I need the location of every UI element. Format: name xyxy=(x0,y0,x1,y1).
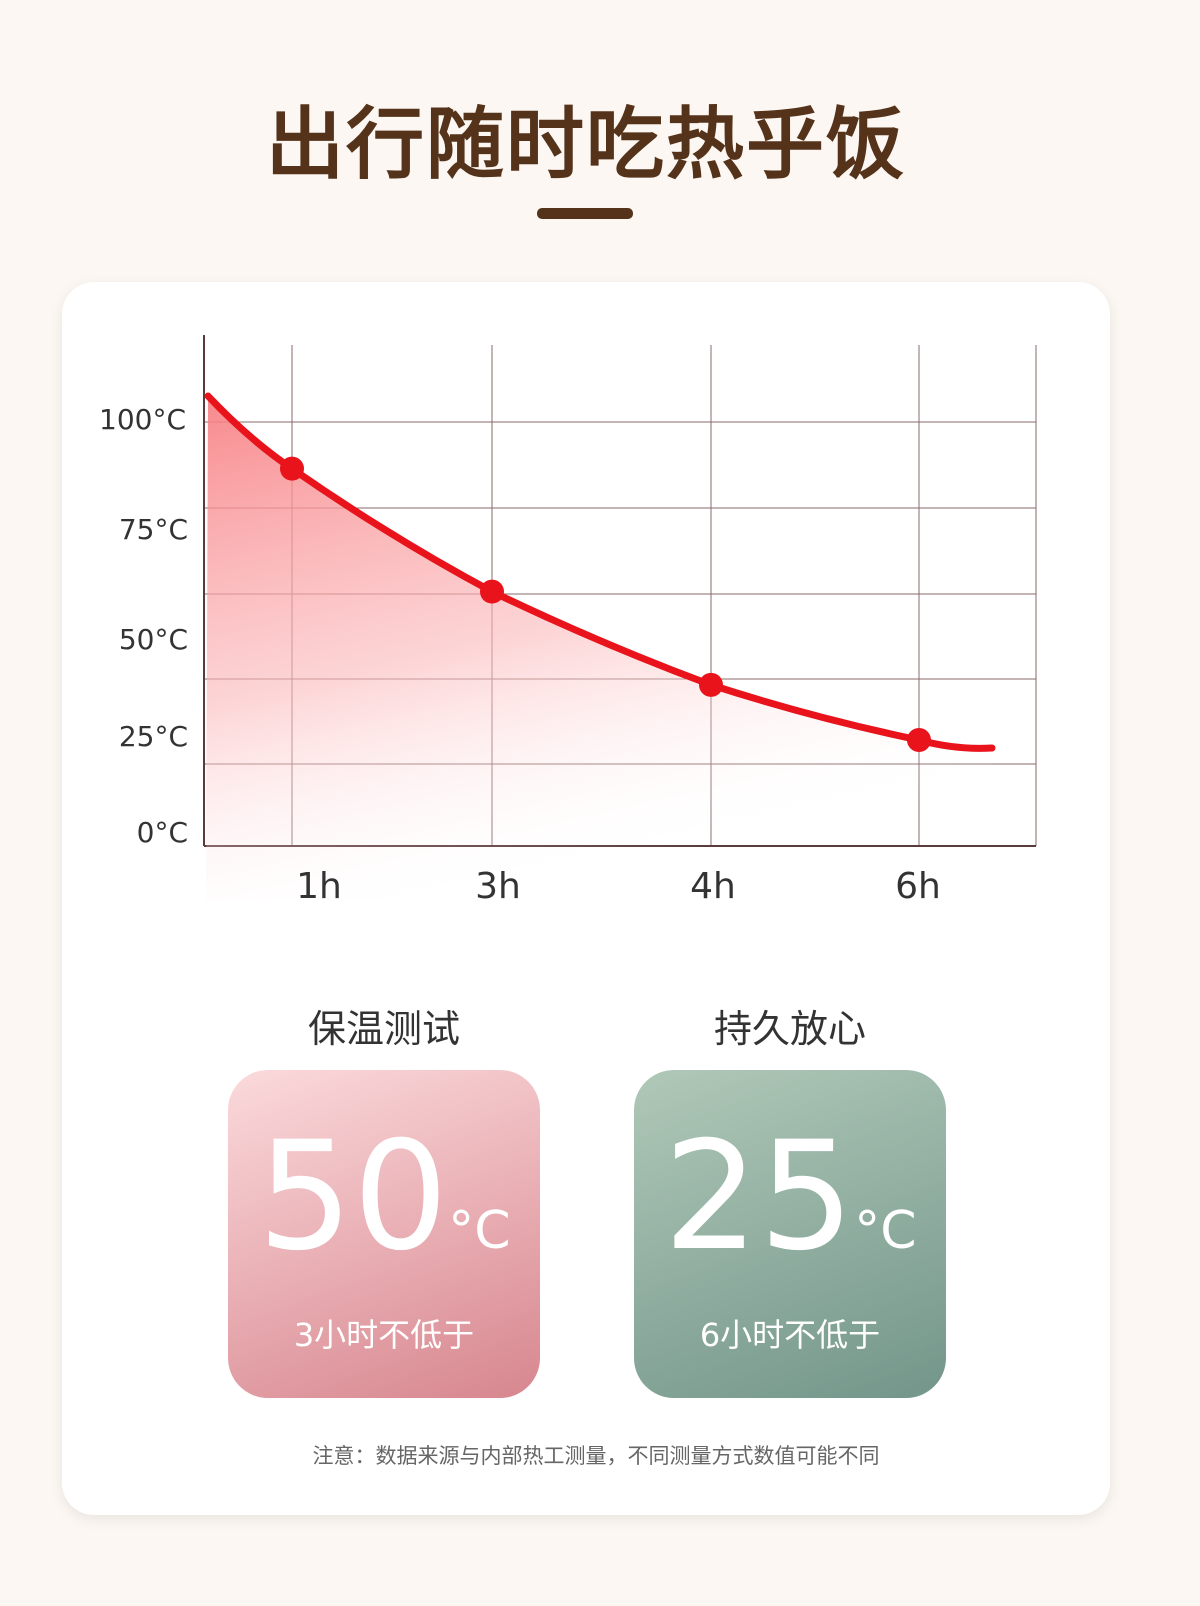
stat-subtitle: 3小时不低于 xyxy=(293,1316,475,1354)
y-tick-label: 100°C xyxy=(99,403,186,436)
data-point-1h xyxy=(280,456,304,481)
stat-card-3h: 50°C 3小时不低于 xyxy=(228,1070,540,1398)
data-point-3h xyxy=(480,579,504,604)
stat-value: 50°C xyxy=(257,1110,511,1284)
temperature-chart xyxy=(203,335,1037,900)
y-tick-label: 25°C xyxy=(118,720,188,753)
x-tick-label: 3h xyxy=(475,866,521,907)
x-tick-label: 1h xyxy=(296,866,342,907)
area-fill xyxy=(206,396,992,900)
caption-insulation-test: 保温测试 xyxy=(307,1007,460,1051)
disclaimer-note: 注意：数据来源与内部热工测量，不同测量方式数值可能不同 xyxy=(312,1444,880,1468)
stat-subtitle: 6小时不低于 xyxy=(699,1316,881,1354)
x-tick-label: 4h xyxy=(690,866,736,907)
data-point-4h xyxy=(699,672,723,697)
page-title: 出行随时吃热乎饭 xyxy=(265,100,906,190)
y-tick-label: 0°C xyxy=(136,816,188,849)
data-point-6h xyxy=(907,728,931,752)
y-tick-label: 50°C xyxy=(118,623,188,656)
y-tick-label: 75°C xyxy=(118,513,188,546)
x-tick-label: 6h xyxy=(895,866,941,907)
stat-value: 25°C xyxy=(663,1110,917,1284)
title-divider xyxy=(537,208,633,219)
stat-card-6h: 25°C 6小时不低于 xyxy=(634,1070,946,1398)
caption-lasting: 持久放心 xyxy=(713,1007,866,1051)
